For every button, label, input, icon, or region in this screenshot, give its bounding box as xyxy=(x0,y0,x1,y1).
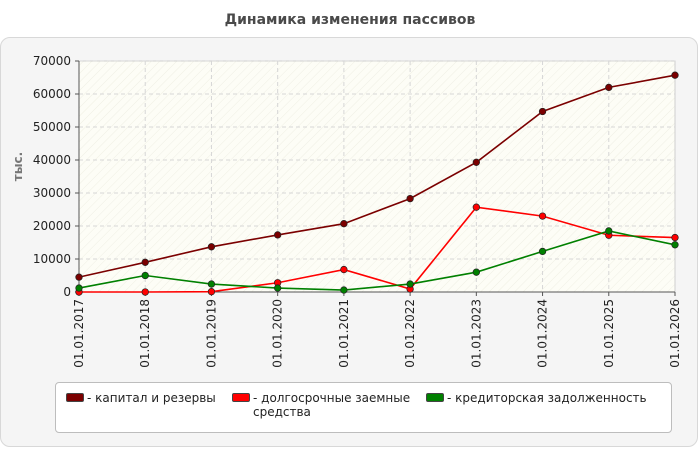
series-layer xyxy=(75,71,679,296)
x-tick-label: 01.01.2017 xyxy=(72,299,86,368)
data-point xyxy=(671,233,679,242)
data-point xyxy=(472,158,480,166)
x-tick-label: 01.01.2024 xyxy=(536,299,550,368)
legend-swatch-payables xyxy=(426,393,444,402)
y-tick-label: 20000 xyxy=(33,219,71,233)
series-longterm xyxy=(75,203,679,296)
data-point xyxy=(671,241,679,249)
data-point xyxy=(538,107,547,116)
legend: - капитал и резервы - долгосрочные заемн… xyxy=(55,382,672,433)
y-tick-label: 60000 xyxy=(33,87,71,101)
legend-label-longterm: - долгосрочные заемные средства xyxy=(253,391,411,419)
legend-swatch-longterm xyxy=(232,393,250,402)
data-point xyxy=(141,288,149,296)
y-tick-label: 70000 xyxy=(33,54,71,68)
x-tick-label: 01.01.2020 xyxy=(271,299,285,368)
y-axis-label: тыс. xyxy=(11,152,25,181)
data-point xyxy=(141,258,149,266)
data-point xyxy=(605,83,613,92)
data-point xyxy=(207,243,216,251)
legend-label-payables: - кредиторская задолженность xyxy=(447,391,647,405)
x-tick-label: 01.01.2026 xyxy=(668,299,682,368)
series-line xyxy=(78,74,676,278)
data-point xyxy=(605,227,613,235)
y-tick-label: 40000 xyxy=(33,153,71,167)
data-point xyxy=(472,203,480,211)
series-line xyxy=(78,230,676,291)
legend-item-payables: - кредиторская задолженность xyxy=(426,391,666,405)
data-point xyxy=(406,194,414,203)
data-point xyxy=(538,212,547,220)
legend-item-capital: - капитал и резервы xyxy=(66,391,216,405)
x-tick-label: 01.01.2022 xyxy=(403,299,417,368)
data-point xyxy=(207,280,216,288)
data-point xyxy=(75,273,83,281)
data-point xyxy=(207,288,216,296)
data-point xyxy=(141,271,149,280)
series-line xyxy=(79,206,676,293)
legend-label-capital: - капитал и резервы xyxy=(87,391,216,405)
data-point xyxy=(274,284,282,292)
data-point xyxy=(274,231,282,239)
data-point xyxy=(340,265,348,274)
x-tick-label: 01.01.2019 xyxy=(204,299,218,368)
data-point xyxy=(340,220,348,228)
y-tick-label: 10000 xyxy=(33,252,71,266)
data-point xyxy=(671,71,679,79)
y-tick-label: 50000 xyxy=(33,120,71,134)
y-tick-label: 30000 xyxy=(33,186,71,200)
legend-item-longterm: - долгосрочные заемные средства xyxy=(232,391,422,419)
x-tick-label: 01.01.2018 xyxy=(138,299,152,368)
data-point xyxy=(472,268,480,276)
y-tick-label: 0 xyxy=(63,285,71,299)
x-tick-label: 01.01.2025 xyxy=(602,299,616,368)
data-point xyxy=(538,247,547,256)
chart-title: Динамика изменения пассивов xyxy=(224,12,476,28)
axes: 0 10000 20000 30000 40000 50000 60000 70000 01.0… xyxy=(33,54,682,368)
legend-swatch-capital xyxy=(66,393,84,402)
x-tick-label: 01.01.2021 xyxy=(337,299,351,368)
x-tick-label: 01.01.2023 xyxy=(469,299,483,368)
data-point xyxy=(406,280,414,288)
series-payables xyxy=(75,227,679,294)
series-capital xyxy=(75,71,679,281)
data-point xyxy=(75,284,83,292)
data-point xyxy=(340,286,348,294)
